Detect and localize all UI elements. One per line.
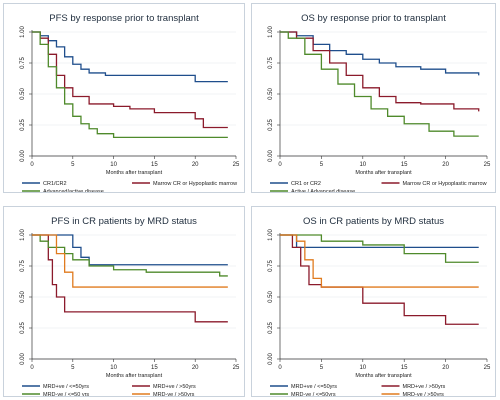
x-tick-label: 20 <box>192 162 199 168</box>
y-tick-label: 0.00 <box>20 150 26 162</box>
y-tick-label: 0.75 <box>268 260 274 272</box>
y-tick-label: 0.25 <box>20 322 26 334</box>
y-tick-label: 0.00 <box>268 150 274 162</box>
x-axis-label: Months after transplant <box>106 373 163 379</box>
x-tick-label: 10 <box>110 365 117 371</box>
series-line-3 <box>280 234 479 263</box>
y-tick-label: 0.50 <box>20 291 26 303</box>
y-tick-label: 0.25 <box>268 119 274 131</box>
series-line-2 <box>280 234 479 325</box>
legend-label: CR1/CR2 <box>43 181 67 187</box>
x-tick-label: 0 <box>30 365 34 371</box>
x-tick-label: 0 <box>30 162 34 168</box>
x-tick-label: 25 <box>484 162 491 168</box>
legend-label: Active / Advanced disease <box>291 189 355 192</box>
y-tick-label: 1.00 <box>20 26 26 38</box>
chart-title: OS in CR patients by MRD status <box>303 216 444 227</box>
y-tick-label: 0.00 <box>268 353 274 365</box>
y-tick-label: 1.00 <box>268 229 274 241</box>
y-tick-label: 0.75 <box>268 57 274 69</box>
x-tick-label: 25 <box>233 162 240 168</box>
y-tick-label: 0.50 <box>20 88 26 100</box>
x-tick-label: 0 <box>278 162 282 168</box>
legend-label: Marrow CR or Hypoplastic marrow <box>153 181 237 187</box>
panel-os-response: OS by response prior to transplant 0.00 0.… <box>251 3 496 193</box>
series-line-3 <box>280 31 479 137</box>
x-tick-label: 15 <box>151 162 158 168</box>
chart-svg: PFS in CR patients by MRD status 0.00 0.25… <box>20 216 240 396</box>
legend-label: MRD-ve / >50yrs <box>153 392 195 396</box>
legend-label: MRD+ve / >50yrs <box>153 384 196 390</box>
x-axis-label: Months after transplant <box>106 170 163 176</box>
x-tick-label: 10 <box>359 365 366 371</box>
legend-label: Advanced/active disease <box>43 189 104 192</box>
series-line-4 <box>280 234 479 288</box>
series-line-1 <box>32 31 228 83</box>
y-tick-label: 1.00 <box>268 26 274 38</box>
legend-label: MRD+ve / >50yrs <box>403 384 446 390</box>
x-tick-label: 0 <box>278 365 282 371</box>
y-tick-label: 0.25 <box>20 119 26 131</box>
panel-pfs-mrd: PFS in CR patients by MRD status 0.00 0.25… <box>3 206 245 397</box>
legend-label: MRD-ve / <=50yrs <box>291 392 336 396</box>
x-tick-label: 15 <box>151 365 158 371</box>
x-tick-label: 5 <box>71 162 75 168</box>
x-tick-label: 10 <box>110 162 117 168</box>
chart-svg: PFS by response prior to transplant 0.00 0… <box>20 13 240 192</box>
chart-svg: OS by response prior to transplant 0.00 0.… <box>268 13 491 192</box>
series-line-3 <box>32 31 228 139</box>
legend-label: MRD+ve / <=50yrs <box>43 384 89 390</box>
x-tick-label: 10 <box>359 162 366 168</box>
x-tick-label: 15 <box>401 365 408 371</box>
x-tick-label: 20 <box>442 365 449 371</box>
y-tick-label: 0.25 <box>268 322 274 334</box>
legend-label: MRD-ve / <=50 yrs <box>43 392 89 396</box>
x-tick-label: 15 <box>401 162 408 168</box>
series-line-1 <box>32 234 228 266</box>
x-tick-label: 20 <box>192 365 199 371</box>
y-tick-label: 0.00 <box>20 353 26 365</box>
series-line-2 <box>280 31 480 112</box>
panel-pfs-response: PFS by response prior to transplant 0.00 0… <box>3 3 245 193</box>
x-tick-label: 5 <box>71 365 75 371</box>
legend-label: CR1 or CR2 <box>291 181 321 187</box>
legend-label: MRD+ve / <=50yrs <box>291 384 337 390</box>
x-axis-label: Months after transplant <box>355 170 412 176</box>
y-tick-label: 0.75 <box>20 57 26 69</box>
y-tick-label: 0.50 <box>268 88 274 100</box>
panel-os-mrd: OS in CR patients by MRD status 0.00 0.25 0… <box>251 206 496 397</box>
y-tick-label: 0.75 <box>20 260 26 272</box>
series-line-4 <box>32 234 228 288</box>
legend-label: Marrow CR or Hypoplastic marrow <box>403 181 487 187</box>
x-axis-label: Months after transplant <box>355 373 412 379</box>
y-tick-label: 0.50 <box>268 291 274 303</box>
legend-label: MRD-ve / >50yrs <box>403 392 445 396</box>
series-line-2 <box>32 234 228 323</box>
x-tick-label: 5 <box>320 365 324 371</box>
x-tick-label: 25 <box>484 365 491 371</box>
chart-title: PFS in CR patients by MRD status <box>51 216 197 227</box>
chart-title: PFS by response prior to transplant <box>49 13 199 24</box>
x-tick-label: 5 <box>320 162 324 168</box>
chart-svg: OS in CR patients by MRD status 0.00 0.25 0… <box>268 216 491 396</box>
y-tick-label: 1.00 <box>20 229 26 241</box>
series-line-3 <box>32 234 228 277</box>
x-tick-label: 25 <box>233 365 240 371</box>
chart-title: OS by response prior to transplant <box>301 13 446 24</box>
x-tick-label: 20 <box>442 162 449 168</box>
